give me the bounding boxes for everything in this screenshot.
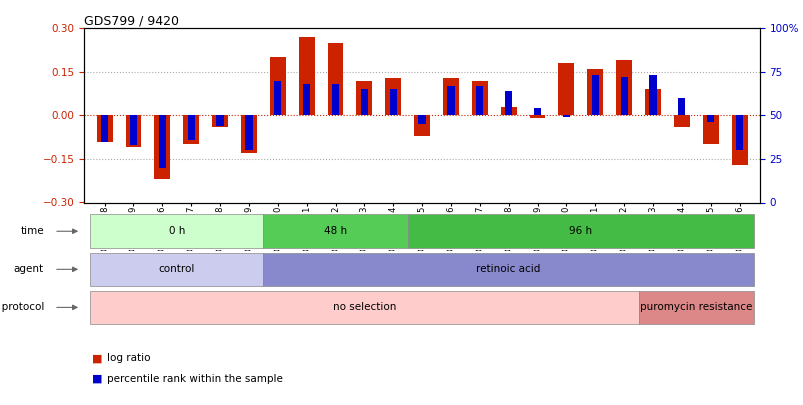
Bar (558, 63, 573, 115)
Text: growth protocol: growth protocol (0, 303, 44, 312)
Text: control: control (158, 264, 194, 274)
Bar (245, 115, 252, 150)
Text: agent: agent (14, 264, 44, 274)
Text: puromycin resistance: puromycin resistance (639, 303, 752, 312)
Bar (407, 215, 753, 248)
Bar (615, 60, 631, 115)
Bar (90, 291, 638, 324)
Bar (101, 115, 108, 141)
Bar (731, 115, 747, 165)
Bar (504, 91, 512, 115)
Bar (389, 89, 397, 115)
Bar (183, 115, 199, 145)
Bar (154, 115, 170, 179)
Bar (385, 78, 401, 115)
Text: no selection: no selection (332, 303, 396, 312)
Bar (649, 75, 656, 115)
Bar (529, 115, 544, 118)
Text: percentile rank within the sample: percentile rank within the sample (107, 374, 283, 384)
Bar (299, 37, 314, 115)
Bar (356, 81, 372, 115)
Bar (96, 115, 112, 141)
Bar (678, 98, 685, 115)
Bar (274, 81, 281, 115)
Bar (130, 115, 137, 145)
Bar (125, 115, 141, 147)
Text: 48 h: 48 h (324, 226, 347, 236)
Bar (706, 115, 713, 122)
Bar (241, 115, 256, 153)
Text: ■: ■ (92, 374, 103, 384)
Bar (446, 86, 454, 115)
Text: 0 h: 0 h (169, 226, 185, 236)
Bar (638, 291, 753, 324)
Bar (475, 86, 483, 115)
Text: log ratio: log ratio (107, 354, 150, 363)
Bar (361, 89, 368, 115)
Bar (673, 115, 689, 127)
Bar (591, 75, 598, 115)
Text: ■: ■ (92, 354, 103, 363)
Bar (414, 115, 430, 136)
Bar (471, 81, 487, 115)
Bar (303, 84, 310, 115)
Bar (620, 77, 627, 115)
Bar (418, 115, 425, 124)
Bar (332, 84, 339, 115)
Bar (587, 69, 602, 115)
Bar (187, 115, 194, 140)
Bar (327, 43, 343, 115)
Bar (212, 115, 228, 127)
Bar (644, 89, 660, 115)
Bar (270, 58, 285, 115)
Bar (263, 215, 407, 248)
Text: time: time (20, 226, 44, 236)
Bar (735, 115, 742, 150)
Bar (702, 115, 718, 145)
Bar (562, 115, 569, 117)
Bar (90, 253, 263, 286)
Bar (216, 115, 223, 126)
Bar (158, 115, 165, 168)
Text: 96 h: 96 h (569, 226, 592, 236)
Text: retinoic acid: retinoic acid (476, 264, 540, 274)
Bar (500, 107, 516, 115)
Bar (263, 253, 753, 286)
Bar (90, 215, 263, 248)
Text: GDS799 / 9420: GDS799 / 9420 (84, 14, 179, 27)
Bar (442, 78, 459, 115)
Bar (533, 109, 540, 115)
